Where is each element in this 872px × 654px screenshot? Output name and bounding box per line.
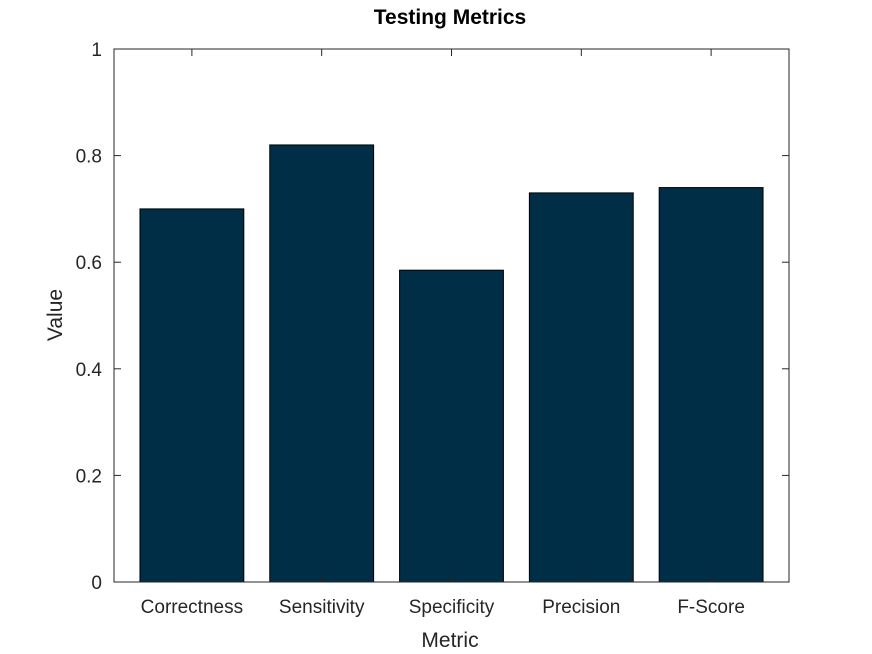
chart-title: Testing Metrics — [374, 6, 526, 29]
bar-correctness — [139, 208, 245, 583]
x-tick-label: Precision — [542, 597, 620, 618]
y-tick-label: 0.2 — [76, 466, 102, 487]
axis-ticks-group: 0 0.2 0.4 0.6 0.8 1 Correctness Sensitivity Spec… — [76, 40, 789, 618]
bars-group — [139, 144, 764, 583]
bar-sensitivity — [269, 144, 375, 583]
y-tick-label: 0.4 — [76, 360, 103, 381]
x-tick-label: F-Score — [677, 597, 745, 618]
x-tick-label: Sensitivity — [279, 597, 365, 618]
y-tick-label: 0.8 — [76, 147, 102, 168]
y-tick-label: 1 — [91, 40, 102, 61]
bar-precision — [528, 192, 634, 583]
x-tick-label: Correctness — [141, 597, 243, 618]
bar-f-score — [658, 187, 764, 583]
y-axis-label: Value — [44, 289, 67, 341]
bar-specificity — [399, 269, 504, 583]
y-tick-label: 0.6 — [76, 253, 102, 274]
y-tick-label: 0 — [91, 573, 102, 594]
x-tick-label: Specificity — [409, 597, 495, 618]
x-axis-label: Metric — [421, 629, 478, 652]
